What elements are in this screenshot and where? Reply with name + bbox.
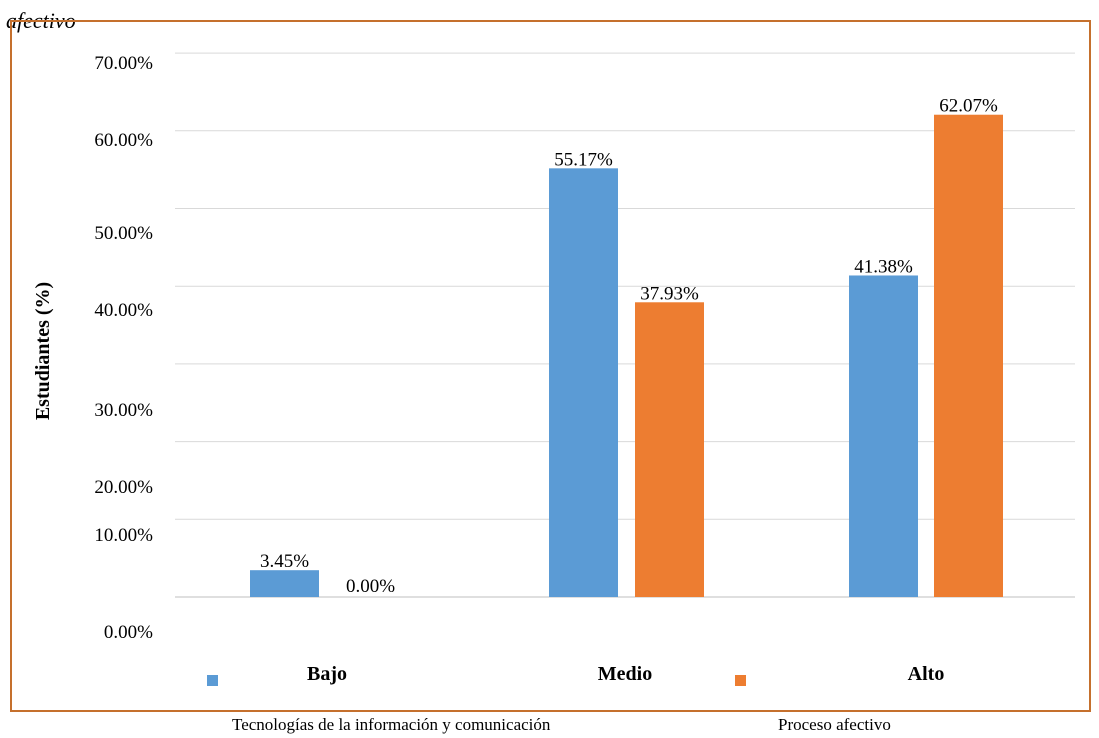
legend-entry-series-1: Tecnologías de la información y comunica… [232,715,550,735]
legend-swatch-series-1 [207,675,218,686]
data-label: 55.17% [554,149,613,170]
frame-bottom-border [10,710,1091,712]
category-label-medio: Medio [598,663,652,685]
category-label-alto: Alto [908,663,945,685]
bar-medio-series-2 [635,302,704,597]
category-label-bajo: Bajo [307,663,347,685]
data-label: 0.00% [346,576,395,597]
legend-label-series-2: Proceso afectivo [778,715,891,734]
bar-medio-series-1 [549,168,618,597]
y-tick-label: 30.00% [94,400,153,421]
data-label: 3.45% [260,551,309,572]
y-tick-label: 60.00% [94,130,153,151]
frame-left-border [10,20,12,712]
y-tick-label: 10.00% [94,525,153,546]
y-axis-title: Estudiantes (%) [32,282,54,420]
bar-bajo-series-1 [250,570,319,597]
frame-right-border [1089,20,1091,712]
data-label: 62.07% [939,96,998,117]
legend-label-series-1: Tecnologías de la información y comunica… [232,715,551,734]
y-tick-label: 0.00% [104,622,153,643]
legend-entry-series-2: Proceso afectivo [778,715,891,735]
legend-swatch-series-2 [735,675,746,686]
bar-alto-series-2 [934,114,1003,598]
y-tick-label: 40.00% [94,300,153,321]
data-label: 41.38% [854,256,913,277]
data-label: 37.93% [640,283,699,304]
bar-alto-series-1 [849,275,918,597]
y-tick-label: 50.00% [94,223,153,244]
frame-top-border [10,20,1091,22]
y-tick-label: 20.00% [94,477,153,498]
y-tick-label: 70.00% [94,53,153,74]
